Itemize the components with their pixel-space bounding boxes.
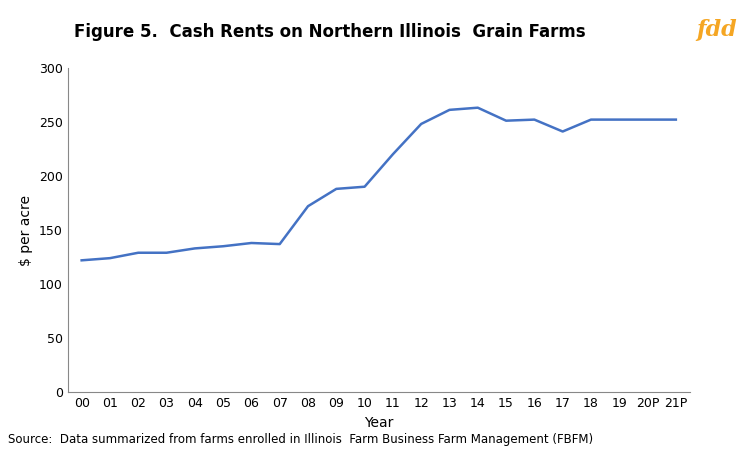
Text: fdd: fdd — [697, 19, 737, 41]
Y-axis label: $ per acre: $ per acre — [20, 194, 33, 266]
Text: Source:  Data summarized from farms enrolled in Illinois  Farm Business Farm Man: Source: Data summarized from farms enrol… — [8, 433, 592, 446]
X-axis label: Year: Year — [364, 416, 394, 430]
Text: Figure 5.  Cash Rents on Northern Illinois  Grain Farms: Figure 5. Cash Rents on Northern Illinoi… — [74, 23, 586, 41]
